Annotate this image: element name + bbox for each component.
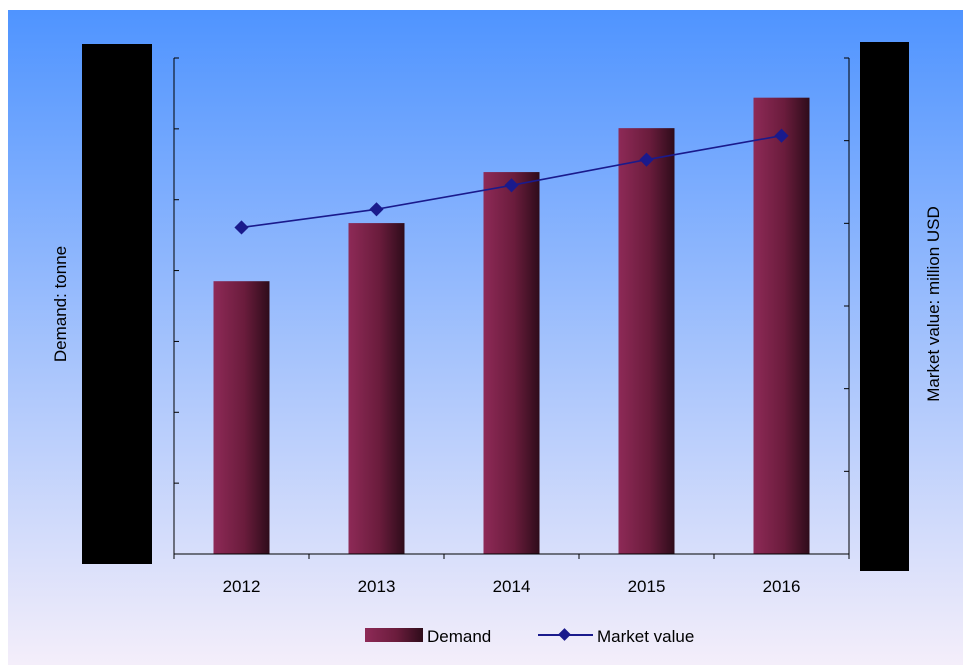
point-market-value-2014 [504, 178, 519, 193]
bar-demand-2015 [618, 128, 675, 555]
legend-swatch-demand [365, 628, 423, 642]
bar-demand-2012 [213, 281, 270, 554]
x-tick-label-2013: 2013 [358, 577, 396, 596]
legend: Demand Market value [365, 627, 694, 646]
point-market-value-2013 [369, 202, 384, 217]
point-market-value-2016 [774, 128, 789, 143]
right-axis-title: Market value: million USD [924, 206, 943, 402]
left-axis-redaction [82, 44, 152, 564]
legend-label-demand: Demand [427, 627, 491, 646]
plot-area [213, 97, 810, 555]
tick-labels: 2012 2013 2014 2015 2016 [223, 577, 801, 596]
bar-demand-2014 [483, 172, 540, 554]
legend-label-market-value: Market value [597, 627, 694, 646]
bar-demand-2016 [753, 97, 810, 555]
x-tick-label-2012: 2012 [223, 577, 261, 596]
x-tick-label-2016: 2016 [763, 577, 801, 596]
bar-demand-2013 [348, 223, 405, 554]
left-axis-title: Demand: tonne [51, 246, 70, 362]
point-market-value-2012 [234, 220, 249, 235]
point-market-value-2015 [639, 152, 654, 167]
axes [173, 57, 850, 559]
x-tick-label-2015: 2015 [628, 577, 666, 596]
right-axis-redaction [860, 42, 909, 571]
x-tick-label-2014: 2014 [493, 577, 531, 596]
